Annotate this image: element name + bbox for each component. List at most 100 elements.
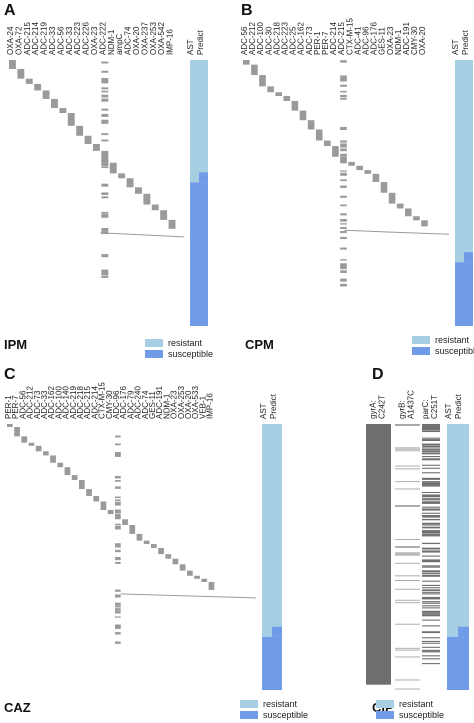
gene-label: ADC-212 <box>26 386 35 419</box>
parC-stripe <box>422 602 440 604</box>
gene-label: OXA-542 <box>157 22 166 55</box>
gene-stripe <box>340 140 347 143</box>
legend-resistant: resistant <box>435 334 470 345</box>
gene-block <box>267 86 274 93</box>
gene-label: ADC-223 <box>73 22 82 55</box>
resistant-bar <box>190 60 208 183</box>
parC-stripe <box>422 530 440 532</box>
gene-block <box>42 90 50 99</box>
gene-label: OXA-253 <box>149 22 158 55</box>
parC-stripe <box>422 428 440 430</box>
gene-label: OXA-20 <box>132 26 141 55</box>
gene-label: VEB-1 <box>198 395 207 419</box>
gene-block <box>364 170 372 174</box>
gyrB-stripe <box>395 647 420 649</box>
gene-block <box>43 451 49 456</box>
mutation-label: C242T <box>378 395 387 419</box>
parC-stripe <box>422 573 440 575</box>
predict-label: AST <box>451 39 460 55</box>
parC-stripe <box>422 446 440 448</box>
gene-stripe <box>101 228 109 232</box>
gene-label: PER-1 <box>313 31 322 55</box>
gyrB-stripe <box>395 450 420 452</box>
gene-block <box>172 558 179 565</box>
gene-stripe <box>115 624 121 627</box>
gene-label: ADC-33 <box>65 26 74 55</box>
gene-stripe <box>340 227 347 229</box>
gene-stripe <box>340 195 347 198</box>
gene-label: NDM-1 <box>107 29 116 55</box>
parC-stripe <box>422 614 440 616</box>
gene-block <box>413 216 420 221</box>
gene-label: ADC-162 <box>47 386 56 419</box>
gene-label: CTX-M-15 <box>98 382 107 419</box>
parC-stripe <box>422 452 440 454</box>
gene-block <box>28 442 35 446</box>
gene-stripe <box>340 264 347 268</box>
gene-block <box>396 203 404 209</box>
gene-stripe <box>101 227 109 230</box>
gene-block <box>151 544 157 549</box>
transition-block <box>464 252 473 263</box>
gene-stripe <box>340 148 347 152</box>
gene-label: ADC-214 <box>31 22 40 55</box>
parC-stripe <box>422 531 440 533</box>
parC-stripe <box>422 500 440 502</box>
gene-stripe <box>340 204 347 207</box>
gene-label: ADC-96 <box>112 390 121 419</box>
gene-label: OXA-20 <box>418 26 427 55</box>
gene-block <box>57 462 64 468</box>
gene-block <box>17 68 25 79</box>
gyrB-stripe <box>395 649 420 651</box>
resistant-bar <box>447 424 469 637</box>
parC-stripe <box>422 427 440 429</box>
legend-susceptible: susceptible <box>168 348 214 359</box>
parC-stripe <box>422 450 440 453</box>
predict-label: Predict <box>454 393 463 419</box>
mutation-label: A1437C <box>407 390 416 419</box>
gene-block <box>315 129 323 141</box>
gene-label: OXA-24 <box>6 26 15 55</box>
parC-stripe <box>422 527 440 529</box>
gyrB-stripe <box>395 599 420 601</box>
gene-stripe <box>101 161 109 164</box>
parC-stripe <box>422 574 440 577</box>
gene-stripe <box>340 179 347 182</box>
gene-label: ADC-176 <box>119 386 128 419</box>
gene-stripe <box>101 113 109 117</box>
gene-stripe <box>340 283 347 287</box>
gene-stripe <box>115 480 121 482</box>
gene-label: ADC-191 <box>402 22 411 55</box>
gene-label: OXA-237 <box>140 22 149 55</box>
parC-stripe <box>422 458 440 460</box>
parC-stripe <box>422 472 440 474</box>
panel-d: D gyrA: C242T gyrB: A1437C parC: C251T AST Pred… <box>362 362 474 723</box>
gene-block <box>283 96 291 101</box>
gene-block <box>51 98 58 109</box>
gene-block <box>35 445 42 452</box>
parC-stripe <box>422 424 440 426</box>
gene-stripe <box>115 496 121 499</box>
gyrB-stripe <box>395 545 420 547</box>
heatmap-d: gyrA: C242T gyrB: A1437C parC: C251T AST Predic… <box>366 390 469 690</box>
gene-stripe <box>101 87 109 90</box>
gyrB-stripe <box>395 553 420 555</box>
parC-stripe <box>422 445 440 447</box>
parC-stripe <box>422 456 440 458</box>
gene-stripe <box>115 546 121 548</box>
gene-block <box>126 178 134 188</box>
gene-stripe <box>340 185 347 188</box>
gyrB-stripe <box>395 448 420 450</box>
gene-stripe <box>101 183 109 186</box>
parC-stripe <box>422 560 440 562</box>
parC-stripe <box>422 437 440 439</box>
gene-stripe <box>115 499 121 502</box>
gene-stripe <box>101 133 109 136</box>
gene-stripe <box>340 98 347 100</box>
gene-block <box>136 533 143 541</box>
gene-stripe <box>340 141 347 143</box>
mutation-label: C251T <box>430 395 439 419</box>
gene-block <box>93 143 100 151</box>
gene-block <box>307 120 315 130</box>
gene-stripe <box>101 196 109 199</box>
